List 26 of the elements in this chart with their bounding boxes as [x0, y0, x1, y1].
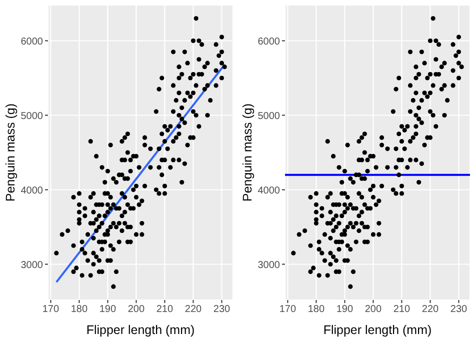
x-tick-label: 190 — [336, 304, 354, 316]
x-tick-label: 220 — [184, 304, 202, 316]
x-tick-label: 170 — [42, 304, 60, 316]
x-tick-label: 180 — [308, 304, 325, 316]
y-tick-label: 3000 — [20, 260, 44, 271]
x-tick-label: 200 — [128, 304, 146, 316]
x-tick-label: 170 — [279, 304, 296, 316]
x-tick-label: 220 — [422, 304, 440, 316]
x-axis-title: Flipper length (mm) — [86, 323, 195, 337]
x-tick-label: 230 — [450, 304, 468, 316]
x-tick-label: 210 — [156, 304, 174, 316]
y-tick-label: 5000 — [20, 110, 44, 122]
y-tick-label: 5000 — [258, 110, 280, 122]
y-tick-label: 4000 — [20, 185, 44, 196]
y-tick-label: 4000 — [258, 185, 280, 196]
x-tick-label: 190 — [99, 304, 116, 316]
x-tick-label: 230 — [213, 304, 231, 316]
y-tick-label: 3000 — [258, 260, 280, 271]
x-tick-label: 200 — [364, 304, 382, 316]
y-axis-title: Penguin mass (g) — [240, 104, 254, 202]
x-tick-label: 210 — [393, 304, 411, 316]
x-tick-label: 180 — [70, 304, 88, 316]
y-tick-label: 6000 — [258, 36, 280, 48]
x-axis-title: Flipper length (mm) — [323, 323, 432, 337]
y-tick-label: 6000 — [20, 36, 44, 48]
y-axis-title: Penguin mass (g) — [3, 104, 18, 202]
